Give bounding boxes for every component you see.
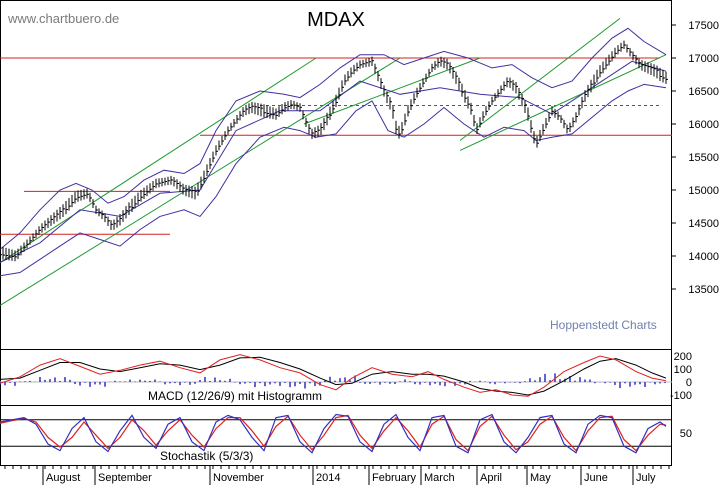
lower-bollinger-band xyxy=(0,83,667,277)
macd-label: MACD (12/26/9) mit Histogramm xyxy=(148,389,322,403)
month-label: February xyxy=(372,472,417,484)
macd-tick-label: 0 xyxy=(686,377,692,389)
price-tick-label: 17500 xyxy=(688,20,719,32)
upper-bollinger-band xyxy=(0,27,667,250)
stochastic-tick-label: 50 xyxy=(680,428,692,440)
watermark: www.chartbuero.de xyxy=(7,11,119,26)
price-tick-label: 13500 xyxy=(688,284,719,296)
price-tick-label: 14500 xyxy=(688,218,719,230)
month-label: May xyxy=(530,472,551,484)
chart-title: MDAX xyxy=(307,9,365,31)
stochastic-label: Stochastik (5/3/3) xyxy=(160,449,253,463)
macd-tick-label: -100 xyxy=(670,390,692,402)
trend-line-3 xyxy=(459,54,667,151)
month-label: July xyxy=(636,472,656,484)
month-label: November xyxy=(213,472,264,484)
price-tick-label: 15500 xyxy=(688,152,719,164)
macd-tick-label: 100 xyxy=(674,364,692,376)
moving-average xyxy=(0,60,667,264)
macd-signal-line xyxy=(0,356,667,396)
macd-line xyxy=(0,354,667,397)
price-tick-label: 17000 xyxy=(688,53,719,65)
trend-line-4 xyxy=(459,18,621,141)
price-tick-label: 16500 xyxy=(688,86,719,98)
month-label: April xyxy=(480,472,502,484)
trend-line-0 xyxy=(0,57,401,306)
source-label: Hoppenstedt Charts xyxy=(550,318,657,332)
month-label: June xyxy=(584,472,608,484)
month-label: August xyxy=(46,472,80,484)
month-label: 2014 xyxy=(316,472,340,484)
macd-tick-label: 200 xyxy=(674,351,692,363)
month-label: March xyxy=(424,472,455,484)
price-tick-label: 16000 xyxy=(688,119,719,131)
price-tick-label: 15000 xyxy=(688,185,719,197)
trend-line-1 xyxy=(0,57,317,264)
month-label: September xyxy=(98,472,152,484)
stochastic-k-line xyxy=(0,413,667,454)
price-tick-label: 14000 xyxy=(688,251,719,263)
